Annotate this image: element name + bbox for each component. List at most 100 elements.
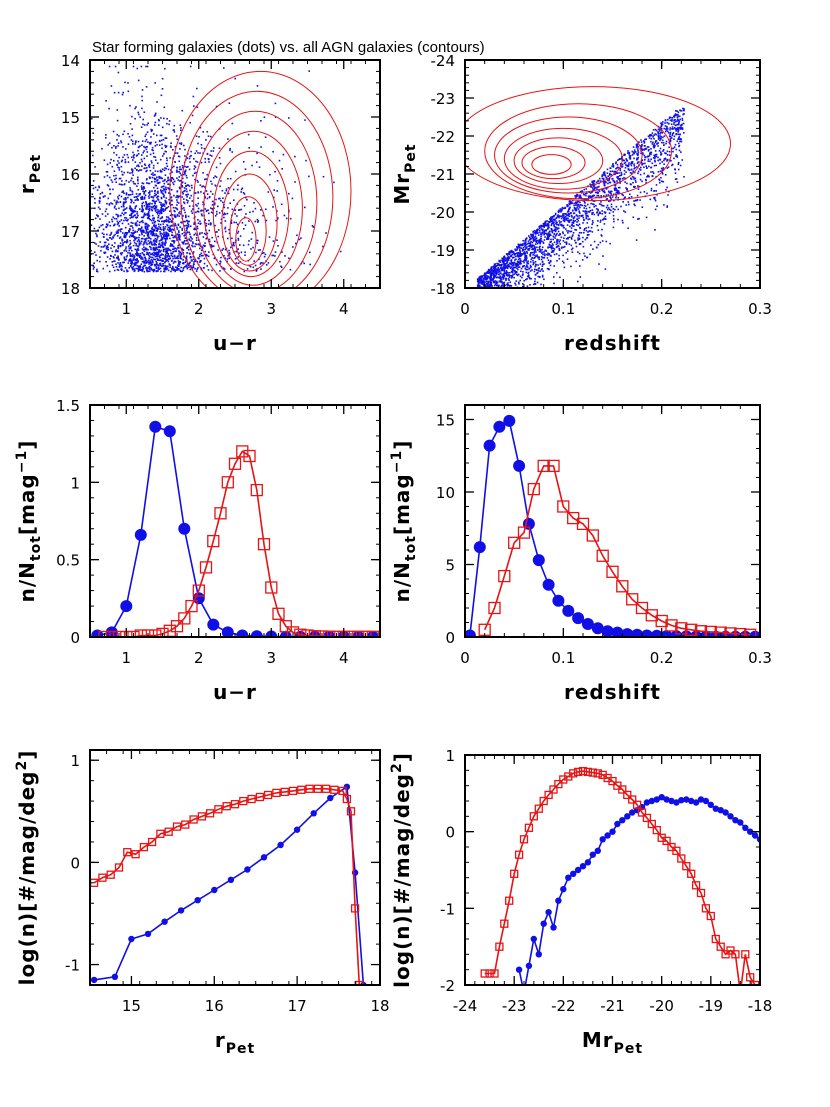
sf-point [159, 223, 162, 226]
sf-point [583, 252, 585, 255]
sf-point [152, 174, 154, 176]
sf-point [110, 254, 112, 257]
sf-point [251, 164, 253, 167]
sf-point [119, 201, 122, 203]
sf-point [281, 168, 283, 170]
sf-point [155, 263, 157, 266]
sf-point [120, 253, 123, 256]
sf-point [166, 224, 169, 227]
sf-point [138, 242, 141, 244]
sf-point [237, 239, 240, 241]
sf-point [170, 220, 173, 222]
sf-point [519, 275, 522, 278]
sf-point [183, 220, 185, 223]
sf-point [655, 153, 658, 156]
sf-point [245, 213, 247, 215]
sf-point [673, 116, 676, 118]
sf-point [133, 153, 135, 156]
sf-point [635, 181, 637, 183]
sf-point [121, 238, 123, 241]
sf-point [117, 196, 119, 198]
sf-point [504, 272, 506, 275]
sf-point [142, 151, 144, 154]
sf-point [95, 232, 97, 235]
sf-point [202, 236, 205, 238]
sf-point [209, 154, 211, 156]
sf-point [108, 142, 111, 144]
sf-point [77, 258, 79, 260]
sf-point [154, 237, 157, 240]
sf-point [510, 251, 512, 254]
sf-point [164, 264, 166, 267]
sf-point [203, 232, 206, 235]
sf-point [665, 142, 667, 145]
sf-point [548, 253, 551, 255]
sf-point [135, 224, 137, 227]
sf-point [289, 217, 292, 220]
sf-point [137, 182, 139, 185]
sf-point [200, 147, 203, 149]
sf-point [123, 154, 126, 156]
sf-point [164, 167, 166, 169]
sf-point [84, 214, 86, 216]
sf-point [494, 281, 496, 283]
sf-point [482, 277, 484, 280]
sf-point [176, 152, 179, 154]
sf-point [86, 211, 88, 213]
sf-point [563, 266, 566, 269]
sf-point [130, 198, 132, 201]
sf-point [179, 256, 182, 258]
sf-point [555, 226, 558, 229]
sf-point [258, 166, 261, 168]
sf-point [581, 259, 584, 261]
sf-point [601, 228, 603, 231]
sf-point [147, 141, 149, 143]
sf-point [75, 249, 77, 251]
sf-point [178, 265, 180, 267]
sf-point [175, 248, 178, 250]
sf-point [679, 140, 681, 143]
sf-point [174, 214, 176, 216]
sf-point [175, 135, 178, 137]
sf-point [147, 249, 149, 251]
sf-point [112, 255, 115, 258]
sf-point [173, 254, 176, 257]
sf-point [131, 134, 134, 137]
sf-point [168, 218, 170, 220]
sf-point [541, 256, 544, 259]
sf-point [498, 269, 500, 272]
sf-point [173, 194, 175, 197]
sf-point [122, 156, 124, 159]
sf-point [511, 275, 513, 277]
sf-point [677, 161, 680, 164]
x-tick-label: 1 [121, 300, 131, 318]
sf-point [188, 185, 191, 187]
sf-point [153, 195, 156, 197]
sf-point [204, 161, 207, 163]
sf-point [540, 235, 542, 238]
sf-point [171, 224, 173, 227]
sf-point [641, 164, 643, 166]
sf-point [590, 226, 593, 229]
sf-point [218, 157, 221, 159]
sf-point [133, 182, 135, 185]
sf-point [538, 256, 540, 258]
sf-point [139, 228, 141, 230]
sf-point [142, 221, 144, 224]
sf-point [665, 128, 667, 130]
sf-point [643, 142, 646, 144]
sf-point [148, 211, 150, 213]
sf-point [510, 259, 512, 262]
sf-point [193, 227, 196, 230]
sf-point [273, 189, 275, 191]
sf-point [118, 237, 121, 239]
sf-point [552, 238, 554, 241]
sf-point [627, 201, 630, 203]
sf-point [143, 230, 145, 232]
sf-point [185, 174, 188, 177]
sf-point [521, 253, 524, 255]
sf-point [679, 164, 682, 167]
sf-point [625, 164, 628, 167]
sf-point [123, 198, 125, 200]
sf-point [97, 215, 99, 218]
